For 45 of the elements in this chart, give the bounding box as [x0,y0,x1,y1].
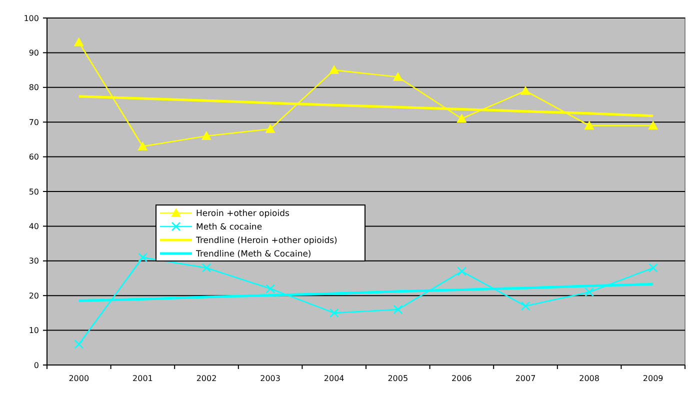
point [266,284,275,294]
x-tick-label: 2008 [579,374,600,383]
point [74,37,84,46]
x-tick-label: 2000 [68,374,90,383]
x-tick-label: 2006 [452,374,472,383]
x-tick-label: 2001 [132,374,153,383]
point [520,86,530,95]
point [584,287,594,297]
y-tick-label: 100 [24,14,39,23]
x-tick-label: 2005 [388,374,408,383]
legend-label: Meth & cocaine [196,222,262,232]
point [392,72,403,81]
point [584,120,594,130]
x-tick-label: 2004 [324,374,344,383]
point [648,120,658,130]
point [329,65,340,74]
point [457,266,466,276]
point [202,130,212,140]
y-tick-label: 10 [28,326,39,336]
x-tick-label: 2009 [642,374,664,383]
x-tick-label: 2003 [260,374,280,383]
point [648,263,658,272]
point [74,340,84,349]
legend-label: Heroin +other opioids [196,208,290,219]
point [520,301,530,311]
point [456,114,467,123]
y-tick-label: 50 [28,187,39,196]
point [393,304,403,314]
legend-label: Trendline (Heroin +other opioids) [195,236,338,246]
y-tick-label: 30 [28,256,39,266]
legend-label: Trendline (Meth & Cocaine) [195,249,312,260]
point [265,124,276,134]
y-tick-label: 40 [28,222,39,231]
y-tick-label: 60 [28,152,39,162]
point [138,252,148,262]
y-tick-label: 80 [28,83,39,92]
y-tick-label: 0 [34,360,39,370]
y-tick-label: 90 [28,48,39,58]
point [138,141,148,150]
point [202,263,212,272]
x-tick-label: 2002 [196,374,217,383]
y-tick-label: 20 [28,291,39,300]
y-tick-label: 70 [28,118,39,127]
x-tick-label: 2007 [515,374,536,383]
point [329,308,339,318]
